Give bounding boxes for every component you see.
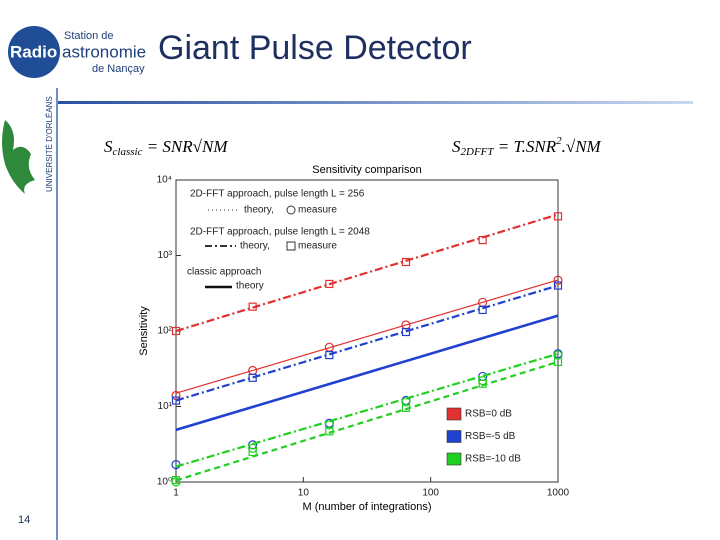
series-line xyxy=(175,360,559,482)
logo: Radio Station de astronomie de Nançay xyxy=(8,26,146,78)
marker-circle xyxy=(401,397,411,407)
marker-circle xyxy=(553,350,563,360)
marker-square xyxy=(248,302,257,311)
series-line xyxy=(175,352,559,468)
marker-square xyxy=(325,350,334,360)
marker-square xyxy=(401,327,411,337)
y-tick-label: 10⁰ xyxy=(157,477,172,488)
legend-swatch xyxy=(446,430,462,443)
plot-area: 1 10 100 1000 10⁰ 10¹ 10² 10³ 10⁴ RSB=0 dB RSB=-5 … xyxy=(157,175,570,499)
marker-circle xyxy=(478,376,488,386)
marker-square xyxy=(325,279,334,289)
legend-label: RSB=0 dB xyxy=(465,409,512,420)
style-legend-text: 2D-FFT approach, pulse length L = 256 xyxy=(190,189,365,200)
marker-circle xyxy=(324,420,334,430)
marker-square xyxy=(248,373,257,382)
series-line xyxy=(175,279,559,394)
university-logo xyxy=(2,120,35,194)
formula-classic: Sclassic = SNR√NM xyxy=(104,137,228,158)
marker-circle xyxy=(553,275,563,285)
formula-part: .√NM xyxy=(562,137,602,156)
university-name: UNIVERSITÉ D'ORLÉANS xyxy=(45,96,54,192)
style-legend-text: measure xyxy=(298,205,337,216)
formula-part: 2DFFT xyxy=(461,146,495,158)
marker-square xyxy=(478,379,487,388)
header-rule xyxy=(57,101,693,104)
marker-square xyxy=(553,212,563,221)
legend-label: RSB=-10 dB xyxy=(465,454,521,465)
y-tick-label: 10⁴ xyxy=(157,175,172,186)
style-legend-text: 2D-FFT approach, pulse length L = 2048 xyxy=(190,227,370,238)
marker-square xyxy=(401,257,411,267)
style-legend-text: theory, xyxy=(240,241,270,252)
formula-2dfft: S2DFFT = T.SNR2.√NM xyxy=(452,135,602,158)
formula-part: 2 xyxy=(556,135,562,147)
x-axis-label: M (number of integrations) xyxy=(303,501,432,513)
legend-swatch xyxy=(446,407,462,421)
slide-title: Giant Pulse Detector xyxy=(158,29,472,67)
style-legend-text: classic approach xyxy=(187,267,261,278)
marker-square xyxy=(401,403,411,412)
marker-circle xyxy=(248,443,258,453)
style-sample xyxy=(286,241,296,251)
marker-square xyxy=(325,427,334,436)
formula-part: classic xyxy=(113,146,143,158)
series-line xyxy=(175,284,559,402)
marker-square xyxy=(248,447,257,457)
legend-swatch xyxy=(446,452,462,466)
style-legend: 2D-FFT approach, pulse length L = 256 th… xyxy=(187,189,370,292)
legend-label: RSB=-5 dB xyxy=(465,431,516,442)
marker-square xyxy=(478,235,487,245)
marker-square xyxy=(478,305,487,315)
logo-radio: Radio xyxy=(10,42,57,61)
marker-square xyxy=(171,326,181,336)
y-tick-label: 10² xyxy=(158,326,173,337)
x-tick-label: 1000 xyxy=(547,488,570,499)
style-sample xyxy=(286,205,296,215)
logo-astro: astronomie xyxy=(62,42,146,61)
logo-top: Station de xyxy=(64,30,114,42)
series-line xyxy=(175,213,559,333)
style-legend-text: measure xyxy=(298,241,337,252)
y-axis-label: Sensitivity xyxy=(138,306,150,356)
formula-part: S xyxy=(452,137,461,156)
x-tick-label: 100 xyxy=(422,488,439,499)
marker-square xyxy=(171,396,181,405)
x-tick-label: 1 xyxy=(173,488,179,499)
y-tick-label: 10¹ xyxy=(158,401,173,412)
series-line xyxy=(175,314,559,432)
formula-part: S xyxy=(104,137,113,156)
formula-part: = T.SNR xyxy=(494,137,557,156)
formula-part: = SNR√NM xyxy=(142,137,228,156)
side-rule xyxy=(56,88,58,540)
chart-title: Sensitivity comparison xyxy=(312,164,421,176)
x-tick-label: 10 xyxy=(298,488,310,499)
logo-disc xyxy=(8,26,60,78)
style-legend-text: theory xyxy=(236,281,264,292)
marker-square xyxy=(553,357,563,366)
marker-circle xyxy=(171,477,181,487)
logo-bottom: de Nançay xyxy=(92,63,145,75)
page-number: 14 xyxy=(18,514,30,526)
style-legend-text: theory, xyxy=(244,205,274,216)
marker-square xyxy=(553,281,563,290)
y-tick-label: 10³ xyxy=(158,250,173,261)
